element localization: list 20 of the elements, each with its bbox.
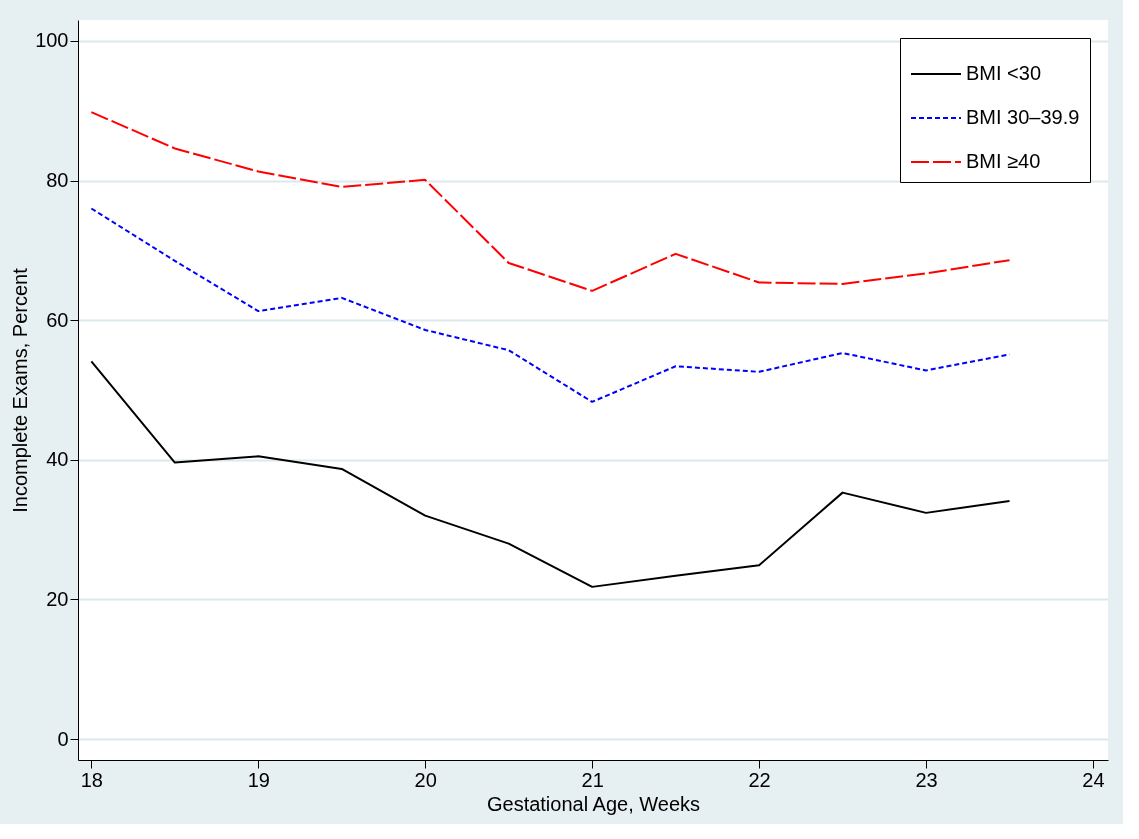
y-tick-label: 40 xyxy=(46,448,69,471)
y-tick-label: 100 xyxy=(35,29,69,52)
x-tick-label: 20 xyxy=(414,768,437,791)
y-tick-label: 60 xyxy=(46,308,69,331)
x-tick-label: 21 xyxy=(581,768,604,791)
x-axis-title: Gestational Age, Weeks xyxy=(486,792,701,815)
x-tick-label: 23 xyxy=(915,768,938,791)
line-series xyxy=(90,207,1011,403)
y-tick-label: 20 xyxy=(46,587,69,610)
x-tick-label: 19 xyxy=(247,768,270,791)
line-series xyxy=(90,360,1011,588)
y-tick-label: 80 xyxy=(46,169,69,192)
x-tick-label: 24 xyxy=(1082,768,1105,791)
legend-label: BMI ≥40 xyxy=(966,150,1041,172)
legend-label: BMI 30–39.9 xyxy=(966,106,1080,128)
y-tick-label: 0 xyxy=(57,727,69,750)
x-tick-label: 22 xyxy=(748,768,771,791)
y-axis-title: Incomplete Exams, Percent xyxy=(9,267,32,513)
x-tick-label: 18 xyxy=(80,768,103,791)
legend-label: BMI <30 xyxy=(966,62,1042,84)
